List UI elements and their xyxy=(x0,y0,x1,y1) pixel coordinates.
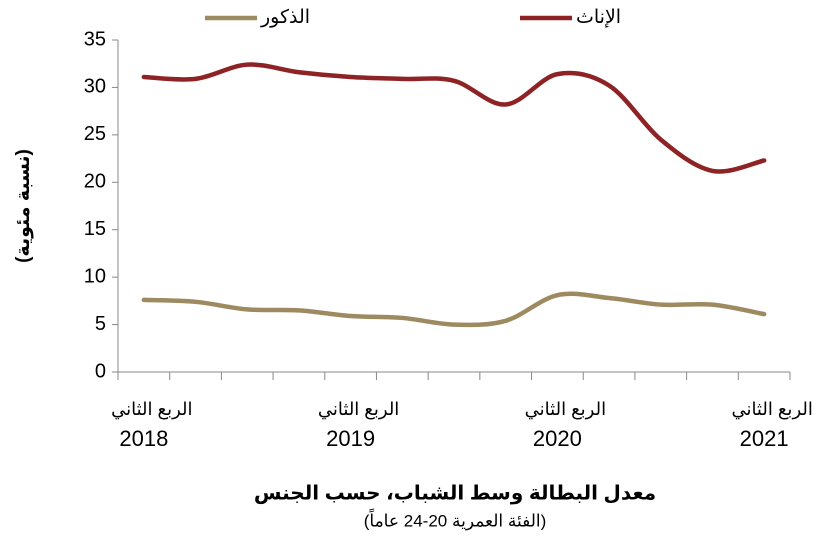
y-axis-label: (نسبة مئوية) xyxy=(13,149,34,263)
y-tick-label: 10 xyxy=(84,265,106,287)
x-tick-label-year: 2019 xyxy=(326,426,375,451)
x-tick-label-year: 2021 xyxy=(740,426,789,451)
x-tick-label: الربع الثاني xyxy=(111,399,192,420)
y-tick-label: 35 xyxy=(84,28,106,50)
line-series xyxy=(141,291,767,328)
y-tick-label: 20 xyxy=(84,171,106,193)
line-series xyxy=(141,62,767,174)
chart-subtitle: (الفئة العمرية 20-24 عاماً) xyxy=(364,508,547,531)
legend-label: الذكور xyxy=(260,7,310,28)
y-tick-label: 0 xyxy=(95,360,106,382)
y-tick-label: 25 xyxy=(84,123,106,145)
x-tick-label: الربع الثاني xyxy=(525,399,606,420)
legend-label: الإناث xyxy=(576,7,621,28)
x-tick-label: الربع الثاني xyxy=(318,399,399,420)
chart-title: معدل البطالة وسط الشباب، حسب الجنس xyxy=(254,482,656,504)
y-tick-label: 15 xyxy=(84,218,106,240)
y-tick-label: 30 xyxy=(84,76,106,98)
x-tick-label-year: 2018 xyxy=(119,426,168,451)
x-tick-label: الربع الثاني xyxy=(731,399,812,420)
y-tick-label: 5 xyxy=(95,313,106,335)
x-tick-label-year: 2020 xyxy=(533,426,582,451)
